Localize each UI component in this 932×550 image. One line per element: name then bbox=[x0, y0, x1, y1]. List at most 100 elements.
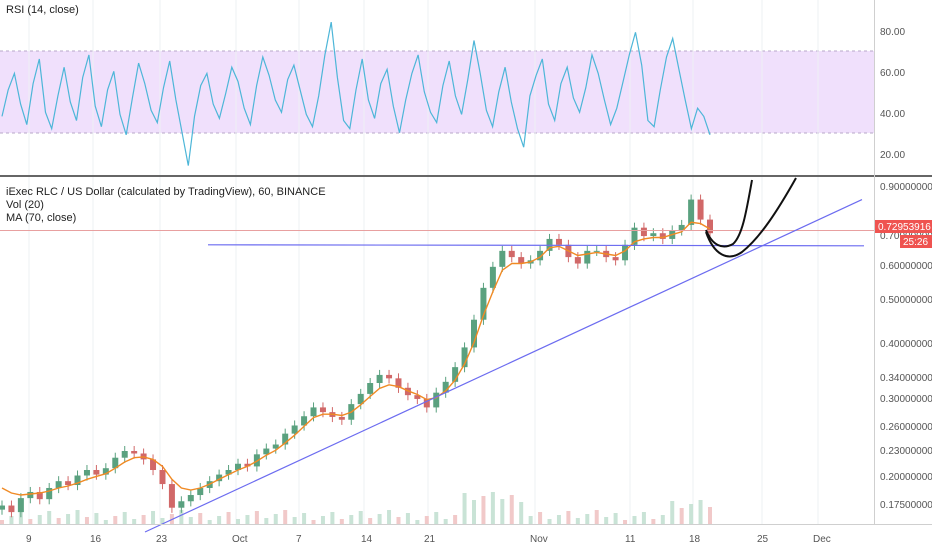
candle-body bbox=[461, 347, 468, 368]
volume-bar bbox=[358, 511, 363, 524]
volume-bar bbox=[490, 492, 495, 524]
volume-bar bbox=[547, 519, 552, 524]
time-tick-label: 7 bbox=[296, 534, 302, 545]
candle-body bbox=[499, 250, 506, 267]
volume-bar bbox=[528, 516, 533, 524]
volume-bar bbox=[236, 519, 240, 524]
volume-bar bbox=[405, 513, 410, 524]
volume-bar bbox=[585, 514, 590, 524]
grid-lines bbox=[28, 0, 819, 524]
candle-body bbox=[442, 381, 449, 393]
candle-body bbox=[357, 393, 364, 405]
volume-bar bbox=[179, 510, 184, 524]
rsi-axis[interactable]: 80.00 60.00 40.00 20.00 bbox=[880, 27, 905, 161]
volume-bar bbox=[368, 518, 373, 524]
candle-body bbox=[291, 425, 298, 434]
volume-bar bbox=[198, 513, 203, 524]
volume-bar bbox=[160, 518, 165, 524]
volume-bar bbox=[0, 520, 4, 524]
candle-body bbox=[272, 444, 279, 449]
volume-bar bbox=[651, 519, 656, 524]
candle-body bbox=[480, 287, 487, 320]
volume-legend[interactable]: Vol (20) bbox=[6, 199, 44, 211]
candle-body bbox=[319, 407, 326, 413]
price-legend-title[interactable]: iExec RLC / US Dollar (calculated by Tra… bbox=[6, 186, 326, 198]
price-tick-label: 0.50000000 bbox=[880, 295, 932, 306]
volume-bar bbox=[66, 514, 71, 524]
candle-body bbox=[593, 250, 600, 252]
candle-body bbox=[622, 244, 629, 261]
volume-bar bbox=[443, 519, 448, 524]
ma-70-line bbox=[1, 221, 711, 496]
volume-bar bbox=[113, 516, 118, 524]
volume-bar bbox=[679, 508, 684, 524]
volume-bar bbox=[188, 517, 193, 524]
candle-body bbox=[244, 463, 251, 467]
time-tick-label: 11 bbox=[625, 534, 636, 545]
volume-bar bbox=[132, 519, 137, 524]
volume-bar bbox=[623, 520, 628, 524]
volume-bar bbox=[103, 520, 108, 524]
rsi-legend[interactable]: RSI (14, close) bbox=[6, 4, 79, 16]
candle-body bbox=[27, 491, 34, 499]
candle-body bbox=[508, 250, 515, 258]
price-pane[interactable] bbox=[0, 177, 874, 524]
candle-body bbox=[640, 227, 647, 237]
last-price-bg bbox=[875, 220, 932, 233]
volume-bar bbox=[320, 516, 325, 524]
candle-body bbox=[168, 484, 175, 508]
drawing-overlays bbox=[0, 177, 874, 533]
candle-body bbox=[310, 407, 317, 417]
candle-body bbox=[8, 505, 15, 513]
candle-body bbox=[471, 319, 477, 348]
volume-bar bbox=[18, 512, 23, 524]
volume-bar bbox=[330, 512, 335, 524]
countdown-label: 25:26 bbox=[903, 237, 928, 248]
sketch-curve-up bbox=[705, 179, 753, 248]
time-tick-label: 14 bbox=[361, 534, 373, 545]
time-axis[interactable]: 9 16 23 Oct 7 14 21 Nov 11 18 25 Dec bbox=[26, 534, 831, 545]
volume-bar bbox=[481, 496, 486, 524]
candle-body bbox=[112, 457, 119, 469]
candle-body bbox=[36, 491, 43, 500]
volume-bar bbox=[415, 520, 420, 524]
time-tick-label: 23 bbox=[156, 534, 168, 545]
volume-bar bbox=[141, 515, 146, 524]
volume-bar bbox=[538, 512, 543, 524]
candle-body bbox=[225, 470, 232, 475]
price-tick-label: 0.30000000 bbox=[880, 394, 932, 405]
candle-body bbox=[55, 481, 62, 488]
volume-bar bbox=[519, 502, 524, 524]
candle-body bbox=[386, 374, 393, 379]
volume-bar bbox=[377, 514, 382, 524]
volume-bar bbox=[500, 499, 505, 524]
candle-body bbox=[697, 199, 704, 220]
candle-body bbox=[0, 505, 5, 510]
volume-bar bbox=[264, 518, 269, 524]
ma-legend[interactable]: MA (70, close) bbox=[6, 212, 76, 224]
last-price-marker[interactable]: 0.72953916 25:26 bbox=[875, 220, 932, 248]
volume-bar bbox=[151, 511, 156, 524]
candle-body bbox=[282, 433, 289, 445]
time-tick-label: 9 bbox=[26, 534, 32, 545]
candle-body bbox=[150, 459, 157, 471]
candle-body bbox=[46, 487, 53, 500]
candle-body bbox=[121, 451, 128, 458]
candle-body bbox=[197, 487, 204, 496]
candle-body bbox=[159, 470, 166, 485]
volume-bar bbox=[226, 512, 231, 524]
volume-bar bbox=[217, 516, 222, 524]
support-trendline bbox=[144, 199, 863, 533]
volume-bar bbox=[670, 501, 675, 524]
volume-bar bbox=[708, 507, 712, 524]
candle-body bbox=[187, 495, 194, 502]
volume-bar bbox=[28, 519, 33, 524]
last-price-label: 0.72953916 bbox=[878, 222, 931, 233]
candle-body bbox=[423, 398, 430, 408]
volume-bar bbox=[254, 511, 259, 524]
volume-bar bbox=[556, 515, 561, 524]
rsi-line bbox=[1, 21, 711, 166]
candle-body bbox=[707, 219, 713, 234]
rsi-tick-label: 20.00 bbox=[880, 150, 905, 161]
